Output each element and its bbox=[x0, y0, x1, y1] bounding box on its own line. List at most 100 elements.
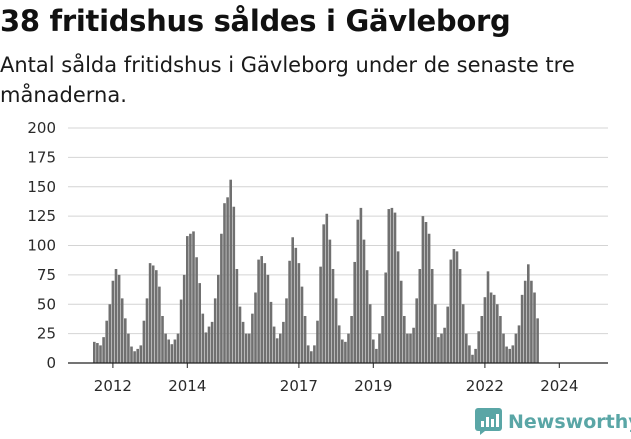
newsworthy-logo-icon bbox=[475, 408, 502, 435]
bar bbox=[136, 348, 139, 363]
y-tick-label: 25 bbox=[37, 325, 56, 343]
bar bbox=[461, 304, 465, 363]
bar bbox=[430, 269, 434, 363]
bar bbox=[210, 321, 214, 363]
bar bbox=[341, 339, 344, 363]
bar bbox=[499, 316, 502, 363]
bar bbox=[496, 304, 499, 363]
bar bbox=[139, 345, 143, 363]
bar bbox=[148, 263, 152, 363]
y-tick-label: 100 bbox=[27, 237, 56, 255]
bar bbox=[489, 292, 493, 363]
y-tick-label: 75 bbox=[37, 266, 56, 284]
bar bbox=[204, 332, 208, 363]
bar bbox=[93, 341, 96, 363]
x-tick-label: 2022 bbox=[466, 377, 504, 395]
bar bbox=[368, 304, 372, 363]
bar bbox=[238, 306, 242, 363]
bar bbox=[480, 316, 484, 363]
bar bbox=[536, 318, 539, 363]
bar bbox=[334, 298, 338, 363]
bar bbox=[229, 179, 232, 363]
bar bbox=[393, 212, 397, 363]
bar bbox=[310, 351, 313, 363]
bar bbox=[155, 270, 158, 363]
bar bbox=[427, 233, 431, 363]
x-tick-label: 2019 bbox=[354, 377, 392, 395]
bar bbox=[272, 326, 276, 363]
bar bbox=[127, 333, 130, 363]
bar bbox=[142, 320, 146, 363]
y-tick-label: 50 bbox=[37, 295, 56, 313]
bar bbox=[502, 333, 505, 363]
bar bbox=[300, 286, 304, 363]
bar bbox=[133, 351, 136, 363]
bar bbox=[365, 270, 369, 363]
bar bbox=[241, 321, 245, 363]
bar bbox=[468, 345, 471, 363]
bar bbox=[285, 298, 288, 363]
y-tick-label: 175 bbox=[27, 148, 56, 166]
x-tick-label: 2012 bbox=[94, 377, 132, 395]
bar bbox=[201, 313, 205, 363]
bar bbox=[124, 318, 127, 363]
bar bbox=[167, 339, 170, 363]
bar bbox=[533, 292, 536, 363]
bar bbox=[176, 333, 180, 363]
bar bbox=[207, 326, 211, 363]
bar bbox=[275, 338, 279, 363]
bar bbox=[483, 297, 487, 363]
bar bbox=[347, 333, 350, 363]
bar bbox=[353, 261, 356, 363]
bar bbox=[359, 207, 363, 363]
bar bbox=[120, 298, 124, 363]
bar bbox=[520, 294, 524, 363]
bar bbox=[291, 237, 294, 363]
x-tick-label: 2014 bbox=[168, 377, 206, 395]
bar bbox=[254, 292, 257, 363]
bar bbox=[350, 316, 353, 363]
chart-title: 38 fritidshus såldes i Gävleborg bbox=[0, 4, 511, 38]
brand-name: Newsworthy bbox=[508, 410, 631, 433]
bar bbox=[114, 269, 118, 363]
bar bbox=[443, 327, 446, 363]
bar bbox=[372, 339, 375, 363]
bar bbox=[244, 333, 248, 363]
bar bbox=[437, 337, 440, 363]
bar bbox=[217, 274, 220, 363]
bar bbox=[514, 333, 518, 363]
bar bbox=[403, 316, 406, 363]
bar bbox=[331, 269, 335, 363]
bar bbox=[517, 325, 521, 363]
bar bbox=[195, 257, 198, 363]
bar bbox=[328, 239, 332, 363]
bar bbox=[362, 239, 366, 363]
bar bbox=[356, 219, 360, 363]
bar bbox=[213, 298, 217, 363]
y-tick-label: 125 bbox=[27, 207, 56, 225]
bar bbox=[406, 333, 409, 363]
bar bbox=[486, 271, 490, 363]
bar bbox=[511, 345, 515, 363]
bar bbox=[396, 251, 400, 363]
bar bbox=[260, 256, 263, 363]
bar bbox=[108, 304, 112, 363]
bar bbox=[263, 263, 267, 363]
bar bbox=[477, 331, 480, 363]
bar bbox=[251, 313, 254, 363]
bar bbox=[505, 346, 508, 363]
bar bbox=[492, 294, 496, 363]
bar bbox=[173, 339, 177, 363]
chart-subtitle: Antal sålda fritidshus i Gävleborg under… bbox=[0, 53, 575, 107]
bar bbox=[415, 298, 418, 363]
bar bbox=[421, 216, 425, 363]
bar bbox=[344, 341, 347, 363]
y-tick-label: 0 bbox=[46, 354, 56, 372]
bar bbox=[303, 316, 307, 363]
bar bbox=[279, 333, 282, 363]
y-tick-label: 150 bbox=[27, 178, 56, 196]
highlight-value-halo: 38 bbox=[565, 0, 585, 4]
bar bbox=[337, 325, 341, 363]
bar bbox=[378, 333, 381, 363]
bar bbox=[384, 272, 387, 363]
